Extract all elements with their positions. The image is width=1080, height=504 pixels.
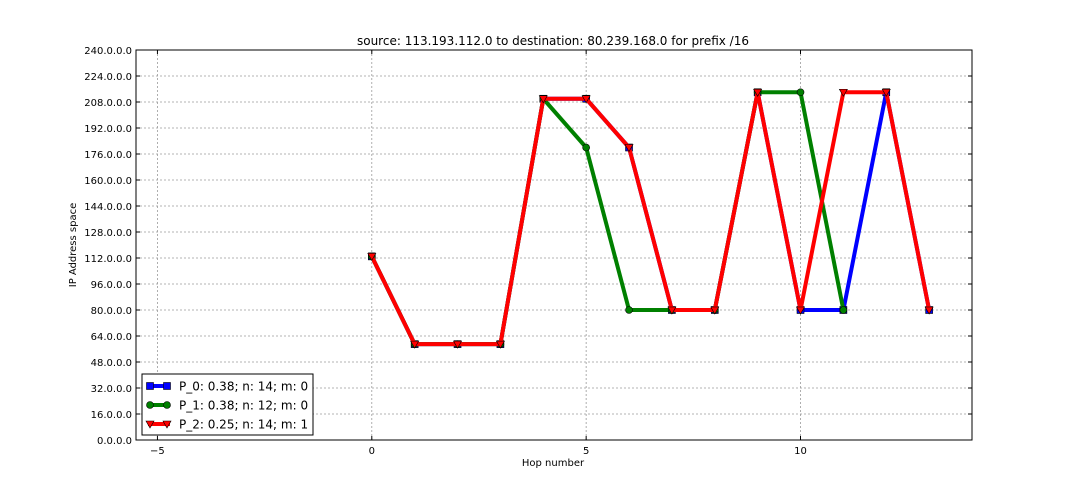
legend-marker bbox=[163, 401, 171, 409]
data-point bbox=[582, 143, 590, 152]
y-tick-label: 32.0.0.0 bbox=[91, 384, 132, 395]
legend-label: P_1: 0.38; n: 12; m: 0 bbox=[179, 399, 308, 413]
data-point bbox=[838, 88, 848, 97]
y-axis-title: IP Address space bbox=[68, 203, 79, 288]
legend-label: P_2: 0.25; n: 14; m: 1 bbox=[179, 418, 308, 432]
legend-marker bbox=[162, 420, 172, 429]
y-tick-label: 144.0.0.0 bbox=[84, 202, 132, 213]
legend-marker bbox=[146, 401, 154, 409]
data-point bbox=[624, 144, 634, 153]
y-tick-label: 224.0.0.0 bbox=[84, 72, 132, 83]
x-tick-label: 10 bbox=[794, 446, 807, 457]
y-tick-label: 16.0.0.0 bbox=[91, 410, 132, 421]
series-layer bbox=[367, 88, 934, 349]
data-point bbox=[367, 253, 377, 261]
data-point bbox=[453, 340, 463, 349]
x-tick-label: 0 bbox=[369, 446, 375, 457]
x-axis-title: Hop number bbox=[522, 458, 585, 469]
data-point bbox=[839, 306, 848, 314]
legend-marker bbox=[163, 382, 171, 390]
data-point bbox=[410, 340, 420, 349]
legend: P_0: 0.38; n: 14; m: 0 P_1: 0.38; n: 12; … bbox=[141, 373, 314, 436]
chart-title: source: 113.193.112.0 to destination: 80… bbox=[357, 34, 749, 48]
y-tick-label: 240.0.0.0 bbox=[84, 46, 132, 57]
legend-entry: P_1: 0.38; n: 12; m: 0 bbox=[146, 399, 308, 413]
series-2 bbox=[367, 88, 934, 349]
legend-marker bbox=[146, 382, 154, 390]
data-point bbox=[924, 306, 934, 315]
data-point bbox=[625, 306, 633, 314]
y-tick-label: 112.0.0.0 bbox=[84, 254, 132, 265]
y-tick-label: 160.0.0.0 bbox=[84, 176, 132, 187]
y-tick-label: 128.0.0.0 bbox=[84, 228, 132, 239]
data-point bbox=[710, 306, 720, 315]
y-tick-label: 64.0.0.0 bbox=[91, 332, 132, 343]
y-tick-label: 0.0.0.0 bbox=[97, 436, 132, 447]
legend-entry: P_0: 0.38; n: 14; m: 0 bbox=[146, 380, 308, 394]
y-tick-label: 176.0.0.0 bbox=[84, 150, 132, 161]
data-point bbox=[581, 95, 591, 104]
data-point bbox=[753, 88, 763, 97]
y-tick-label: 48.0.0.0 bbox=[91, 358, 132, 369]
data-point bbox=[538, 95, 548, 104]
data-point bbox=[667, 306, 677, 315]
legend-entry: P_2: 0.25; n: 14; m: 1 bbox=[145, 418, 308, 432]
data-point bbox=[881, 88, 891, 97]
legend-label: P_0: 0.38; n: 14; m: 0 bbox=[179, 380, 308, 394]
data-point bbox=[795, 306, 806, 315]
series-line bbox=[369, 90, 932, 347]
data-point bbox=[495, 340, 505, 349]
plot-frame bbox=[135, 49, 973, 441]
y-tick-label: 80.0.0.0 bbox=[91, 306, 132, 317]
y-tick-label: 96.0.0.0 bbox=[91, 280, 132, 291]
y-tick-label: 208.0.0.0 bbox=[84, 98, 132, 109]
legend-marker bbox=[145, 420, 155, 429]
ticks: −5 0 5 10 0.0.0.0 16.0.0.0 32.0.0.0 48.0.0.0 64.… bbox=[84, 46, 972, 457]
x-tick-label: 5 bbox=[583, 446, 589, 457]
data-point bbox=[796, 88, 805, 97]
y-tick-label: 192.0.0.0 bbox=[84, 124, 132, 135]
x-tick-label: −5 bbox=[150, 446, 165, 457]
